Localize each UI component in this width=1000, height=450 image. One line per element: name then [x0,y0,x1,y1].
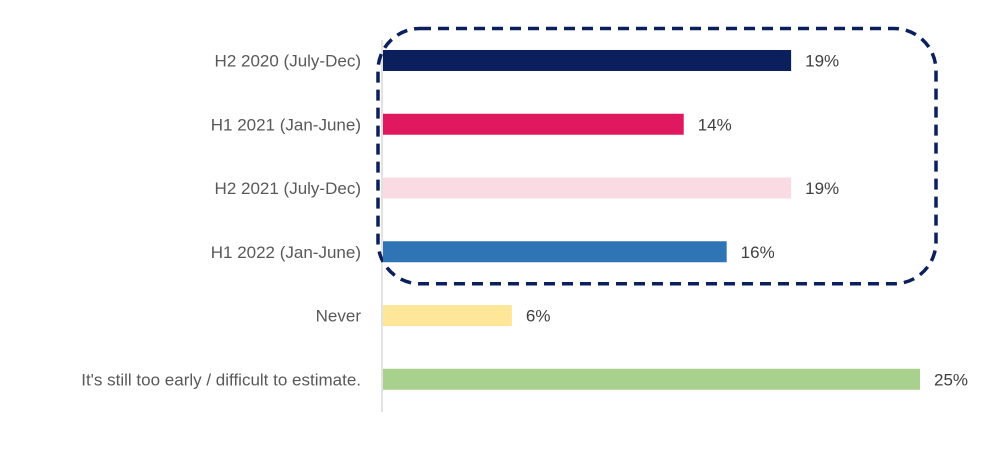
category-label: Never [316,307,362,326]
bar-4 [383,305,512,326]
bar-2 [383,177,792,199]
bar-0 [383,50,792,71]
category-label: H1 2021 (Jan-June) [211,115,361,134]
category-label: H1 2022 (Jan-June) [211,243,361,262]
value-label: 6% [526,307,551,326]
value-label: 25% [934,370,968,389]
category-label: H2 2021 (July-Dec) [215,179,361,198]
bar-3 [383,241,727,263]
bar-5 [383,368,920,390]
bar-1 [383,113,684,135]
category-label: H2 2020 (July-Dec) [215,52,361,71]
value-label: 14% [698,115,732,134]
value-label: 19% [805,52,839,71]
highlight-dashed-box [376,26,938,286]
value-label: 16% [741,243,775,262]
value-label: 19% [805,179,839,198]
category-label: It's still too early / difficult to esti… [81,370,361,389]
